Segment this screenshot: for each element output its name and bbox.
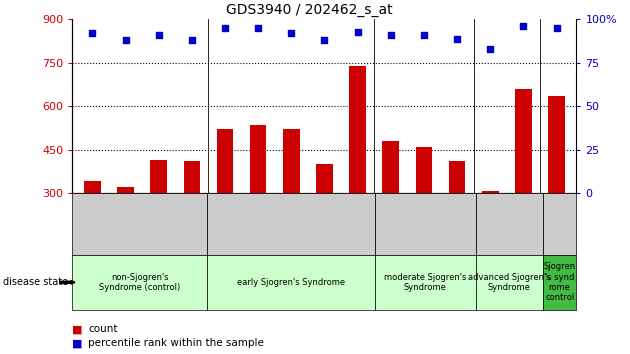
Bar — [151, 160, 167, 193]
Text: moderate Sjogren's
Syndrome: moderate Sjogren's Syndrome — [384, 273, 466, 292]
Point — [386, 32, 396, 38]
Point — [154, 32, 164, 38]
Point — [485, 46, 495, 52]
Bar — [548, 96, 565, 193]
Point — [518, 24, 529, 29]
Bar — [316, 164, 333, 193]
Point — [186, 38, 197, 43]
Point — [120, 38, 130, 43]
Bar — [217, 129, 233, 193]
Bar — [183, 161, 200, 193]
Point — [253, 25, 263, 31]
Point — [551, 25, 561, 31]
Title: GDS3940 / 202462_s_at: GDS3940 / 202462_s_at — [226, 3, 392, 17]
Bar — [283, 129, 300, 193]
Point — [419, 32, 429, 38]
Bar — [482, 192, 498, 193]
Text: count: count — [88, 324, 118, 334]
Point — [319, 38, 329, 43]
Point — [286, 30, 296, 36]
Text: ■: ■ — [72, 338, 83, 348]
Text: disease state: disease state — [3, 277, 68, 287]
Bar — [84, 181, 101, 193]
Bar — [382, 141, 399, 193]
Point — [88, 30, 98, 36]
Bar — [117, 187, 134, 193]
Bar — [449, 161, 466, 193]
Text: percentile rank within the sample: percentile rank within the sample — [88, 338, 264, 348]
Bar — [416, 147, 432, 193]
Text: Sjogren
's synd
rome
control: Sjogren 's synd rome control — [544, 262, 576, 302]
Text: ■: ■ — [72, 324, 83, 334]
Bar — [349, 66, 366, 193]
Text: non-Sjogren's
Syndrome (control): non-Sjogren's Syndrome (control) — [99, 273, 180, 292]
Text: early Sjogren's Syndrome: early Sjogren's Syndrome — [237, 278, 345, 287]
Text: advanced Sjogren's
Syndrome: advanced Sjogren's Syndrome — [468, 273, 551, 292]
Point — [353, 29, 363, 34]
Point — [452, 36, 462, 41]
Bar — [250, 125, 266, 193]
Point — [220, 25, 230, 31]
Bar — [515, 89, 532, 193]
